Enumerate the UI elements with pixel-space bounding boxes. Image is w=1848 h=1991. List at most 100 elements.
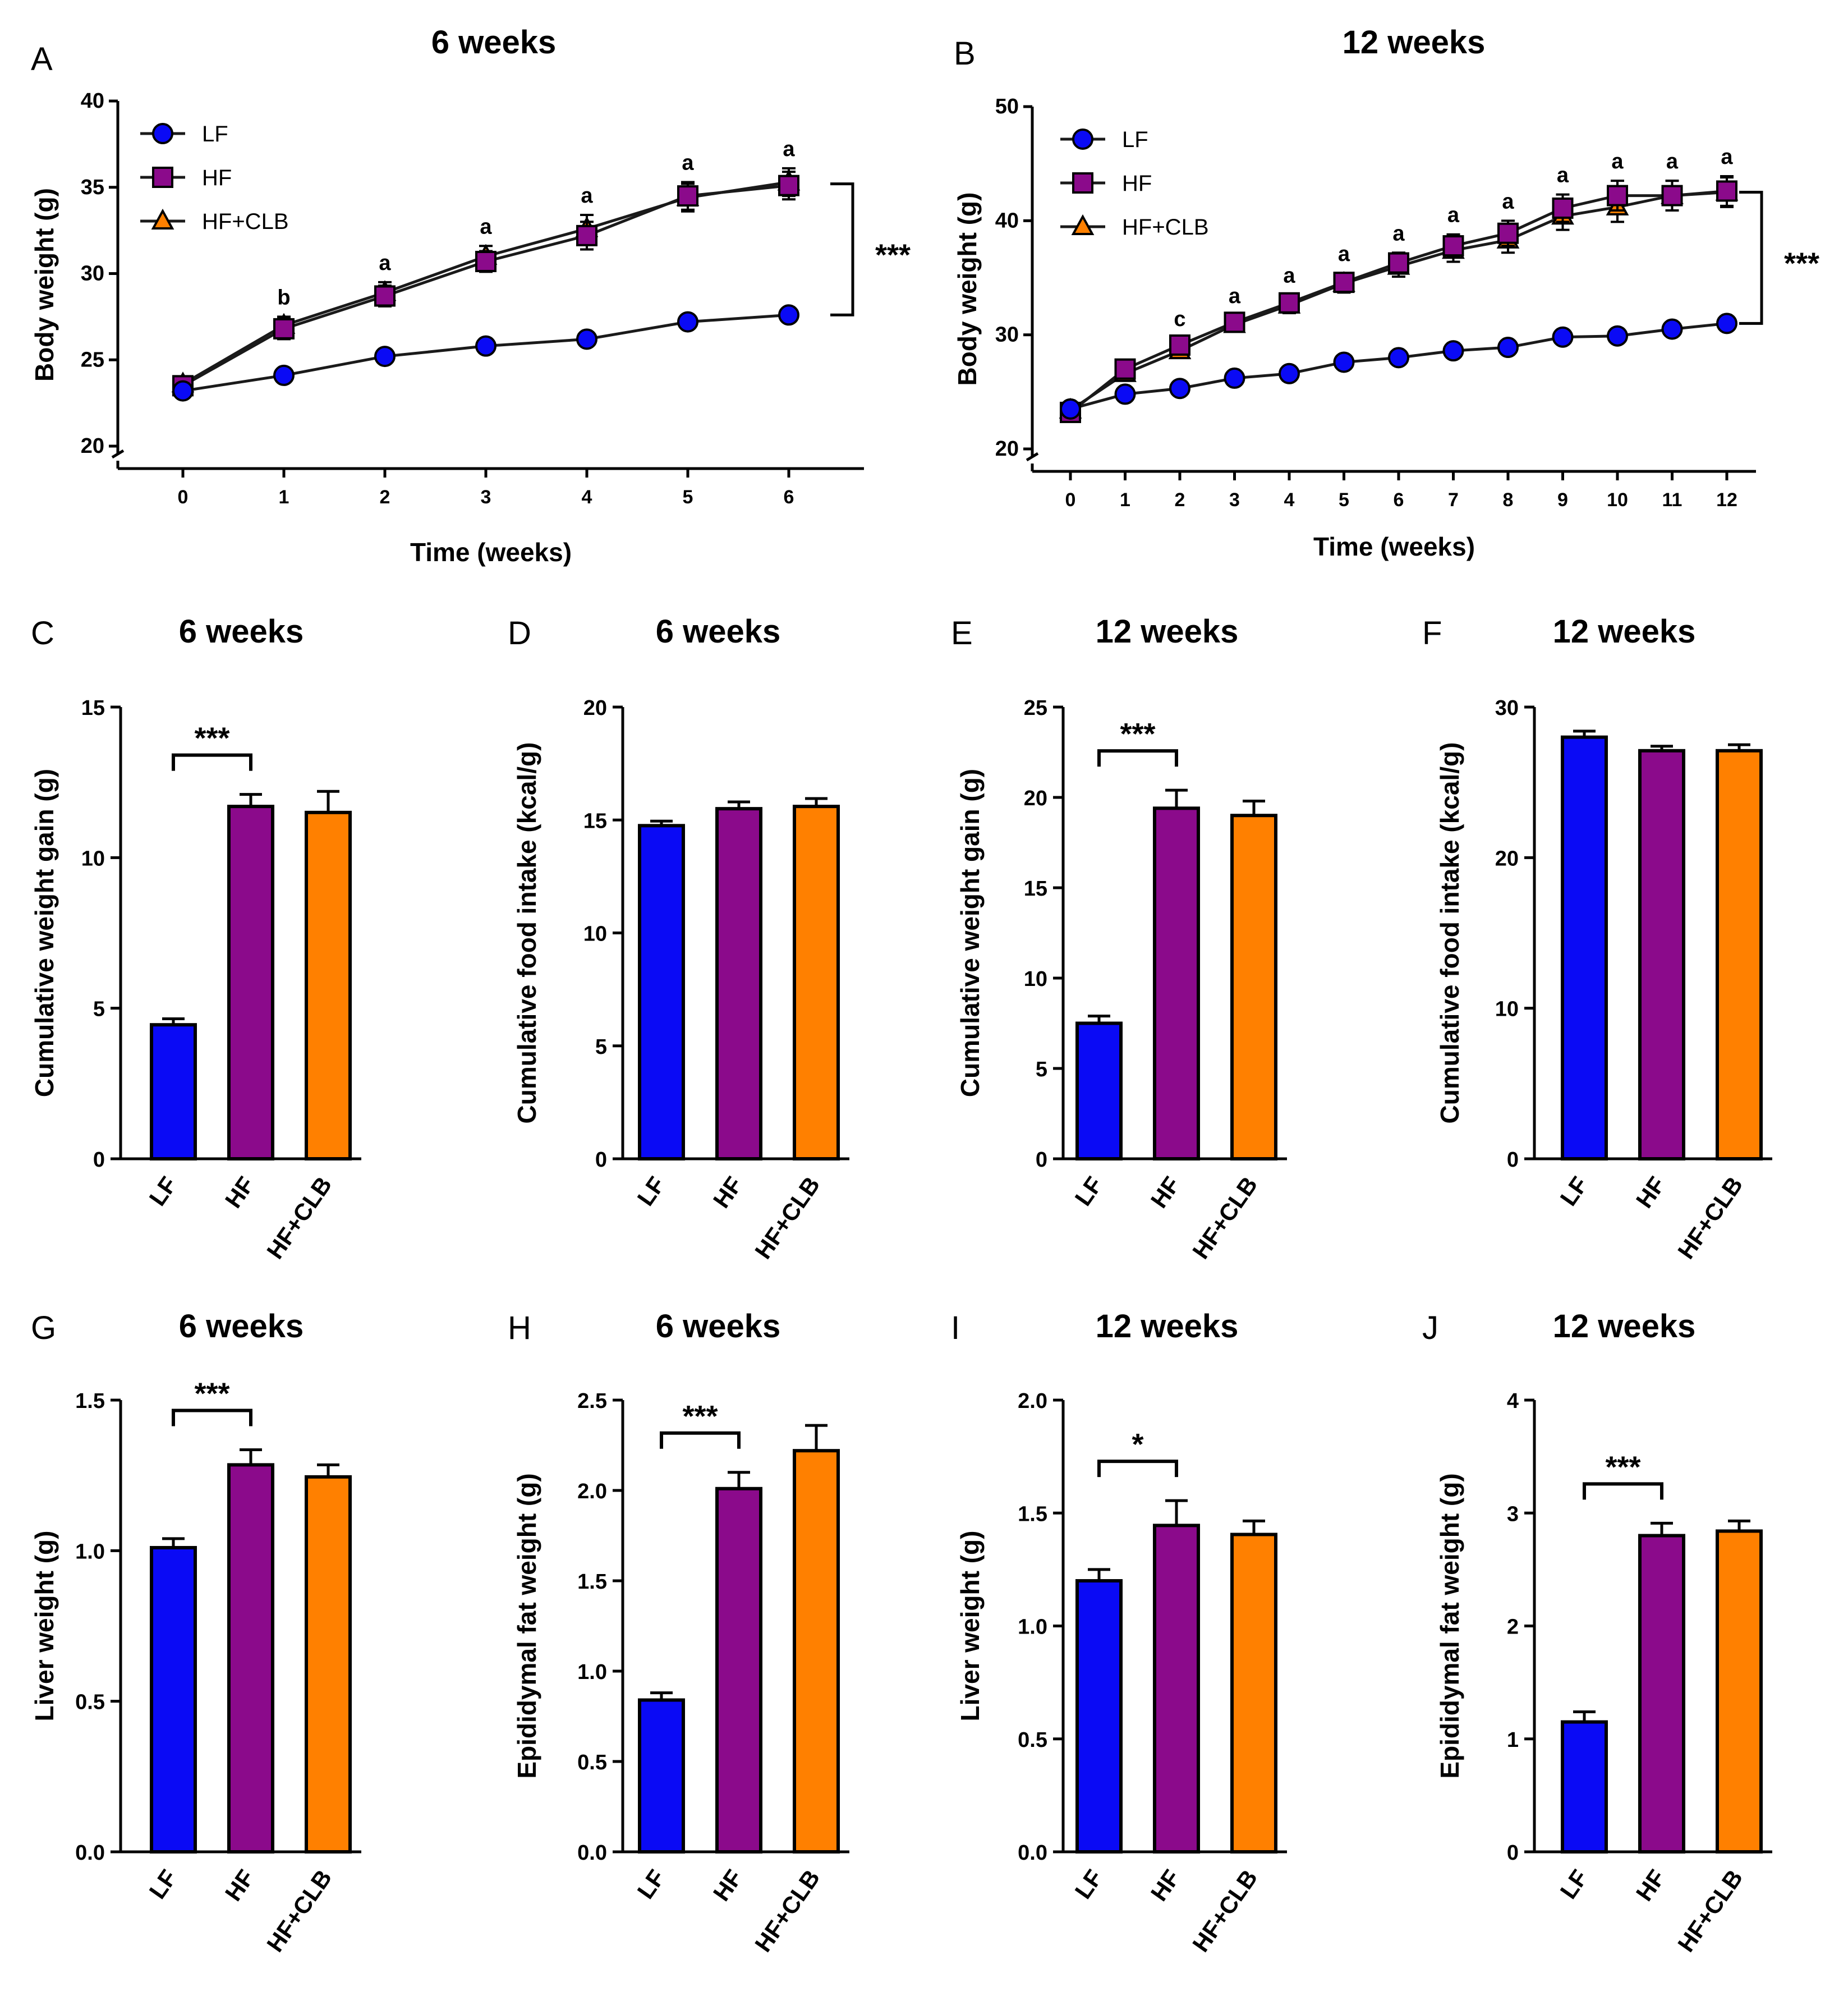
axis-break	[1026, 452, 1039, 462]
marker-triangle	[151, 208, 174, 230]
legend-item: HF	[140, 166, 232, 190]
category-label: LF	[1069, 1172, 1107, 1210]
y-tick-label: 1.5	[577, 1570, 607, 1594]
bar-hf-clb	[1230, 814, 1277, 1160]
marker-circle	[1072, 129, 1093, 150]
y-tick-label: 4	[1507, 1389, 1519, 1413]
y-tick-label: 35	[81, 176, 104, 199]
panel-letter: F	[1422, 615, 1442, 652]
category-label: HF	[220, 1865, 260, 1906]
bar-hf-clb	[305, 810, 352, 1161]
y-tick-label: 1.0	[75, 1540, 105, 1563]
y-axis-label: Cumulative food intake (kcal/g)	[1435, 742, 1464, 1124]
marker-circle	[1333, 351, 1355, 373]
x-tick-label: 7	[1448, 489, 1459, 511]
legend-label: HF+CLB	[202, 209, 289, 234]
panel-j: J 12 weeks 0 1 2 3 4 Epididymal fat weight (g) L…	[1422, 1308, 1772, 1957]
y-tick-label: 20	[583, 696, 607, 720]
y-tick-label: 20	[1024, 787, 1047, 810]
y-tick-label: 10	[81, 847, 105, 870]
panel-letter: I	[951, 1310, 960, 1346]
x-tick-label: 2	[380, 487, 390, 508]
significance-label: ***	[682, 1400, 718, 1433]
panel-title: 6 weeks	[656, 1308, 781, 1345]
panel-title: 12 weeks	[1096, 1308, 1239, 1345]
panel-d: D 6 weeks 0 5 10 15 20 Cumulative food intake (…	[508, 613, 849, 1264]
significance-bracket	[1097, 749, 1178, 767]
category-label: LF	[1555, 1865, 1593, 1903]
x-tick-label: 4	[1284, 489, 1295, 511]
marker-circle	[778, 304, 799, 326]
x-tick-label: 1	[1120, 489, 1130, 511]
bar-lf	[1561, 735, 1608, 1160]
category-label: HF+CLB	[261, 1865, 337, 1957]
marker-circle	[1279, 363, 1300, 384]
category-label: LF	[144, 1865, 182, 1903]
marker-square	[1716, 180, 1737, 202]
marker-square	[677, 185, 698, 207]
legend-label: HF	[1122, 171, 1152, 196]
marker-square	[1552, 197, 1574, 219]
y-tick-label: 30	[995, 323, 1019, 347]
category-label: HF+CLB	[1187, 1865, 1262, 1957]
bar-lf	[150, 1545, 197, 1854]
marker-square	[475, 250, 497, 272]
significance-label: ***	[194, 722, 229, 755]
y-tick-label: 15	[81, 696, 105, 720]
bar-lf	[1561, 1720, 1608, 1854]
category-label: LF	[1069, 1865, 1107, 1903]
panel-h: H 6 weeks 0.0 0.5 1.0 1.5 2.0 2.5 Epididymal fat…	[508, 1308, 849, 1957]
marker-square	[273, 318, 295, 340]
y-tick-label: 0	[1507, 1148, 1519, 1172]
axis-break	[111, 449, 125, 459]
category-label: HF	[1631, 1172, 1671, 1213]
point-annotation: a	[682, 152, 694, 175]
legend-item: HF+CLB	[140, 208, 289, 234]
x-tick-label: 1	[279, 487, 289, 508]
x-tick-label: 3	[481, 487, 491, 508]
bar-hf-clb	[793, 1449, 840, 1854]
y-tick-label: 0.0	[1018, 1841, 1047, 1865]
x-tick-label: 6	[784, 487, 794, 508]
y-tick-label: 1.0	[1018, 1616, 1047, 1639]
y-tick-label: 30	[81, 262, 104, 286]
significance-bracket	[660, 1431, 741, 1449]
panel-letter: E	[951, 615, 973, 652]
marker-square	[1072, 172, 1093, 194]
category-label: HF	[708, 1865, 748, 1906]
marker-circle	[576, 328, 597, 350]
y-tick-label: 15	[1024, 877, 1047, 901]
x-tick-label: 10	[1607, 489, 1628, 511]
bar-hf	[1153, 806, 1200, 1160]
significance-label: ***	[1784, 246, 1819, 280]
significance-bracket	[1097, 1460, 1178, 1478]
category-label: LF	[144, 1172, 182, 1210]
marker-circle	[1388, 347, 1409, 369]
panel-letter: H	[508, 1310, 531, 1346]
y-tick-label: 25	[1024, 696, 1047, 720]
legend-label: LF	[1122, 127, 1148, 152]
point-annotation: a	[581, 184, 593, 208]
y-tick-label: 0.5	[1018, 1728, 1047, 1752]
marker-square	[1169, 334, 1190, 356]
y-tick-label: 2.0	[1018, 1389, 1047, 1413]
y-tick-label: 5	[93, 998, 105, 1021]
marker-square	[1279, 292, 1300, 314]
bar-hf	[1638, 1534, 1685, 1854]
marker-circle	[1552, 326, 1574, 348]
y-tick-label: 50	[995, 95, 1019, 118]
significance-label: ***	[1605, 1450, 1640, 1484]
point-annotation: a	[1392, 222, 1405, 245]
significance-bracket	[172, 753, 252, 771]
point-annotation: a	[1502, 190, 1514, 213]
category-label: HF	[220, 1172, 260, 1213]
panel-g: G 6 weeks 0.0 0.5 1.0 1.5 Liver weight (g) LF HF…	[30, 1308, 361, 1957]
bar-hf-clb	[793, 805, 840, 1160]
panel-letter: A	[31, 41, 53, 77]
bar-hf-clb	[1230, 1533, 1277, 1854]
marker-circle	[1224, 367, 1245, 389]
y-axis-label: Cumulative food intake (kcal/g)	[512, 742, 541, 1124]
y-tick-label: 10	[583, 923, 607, 946]
marker-square	[1388, 252, 1409, 274]
x-tick-label: 3	[1229, 489, 1240, 511]
